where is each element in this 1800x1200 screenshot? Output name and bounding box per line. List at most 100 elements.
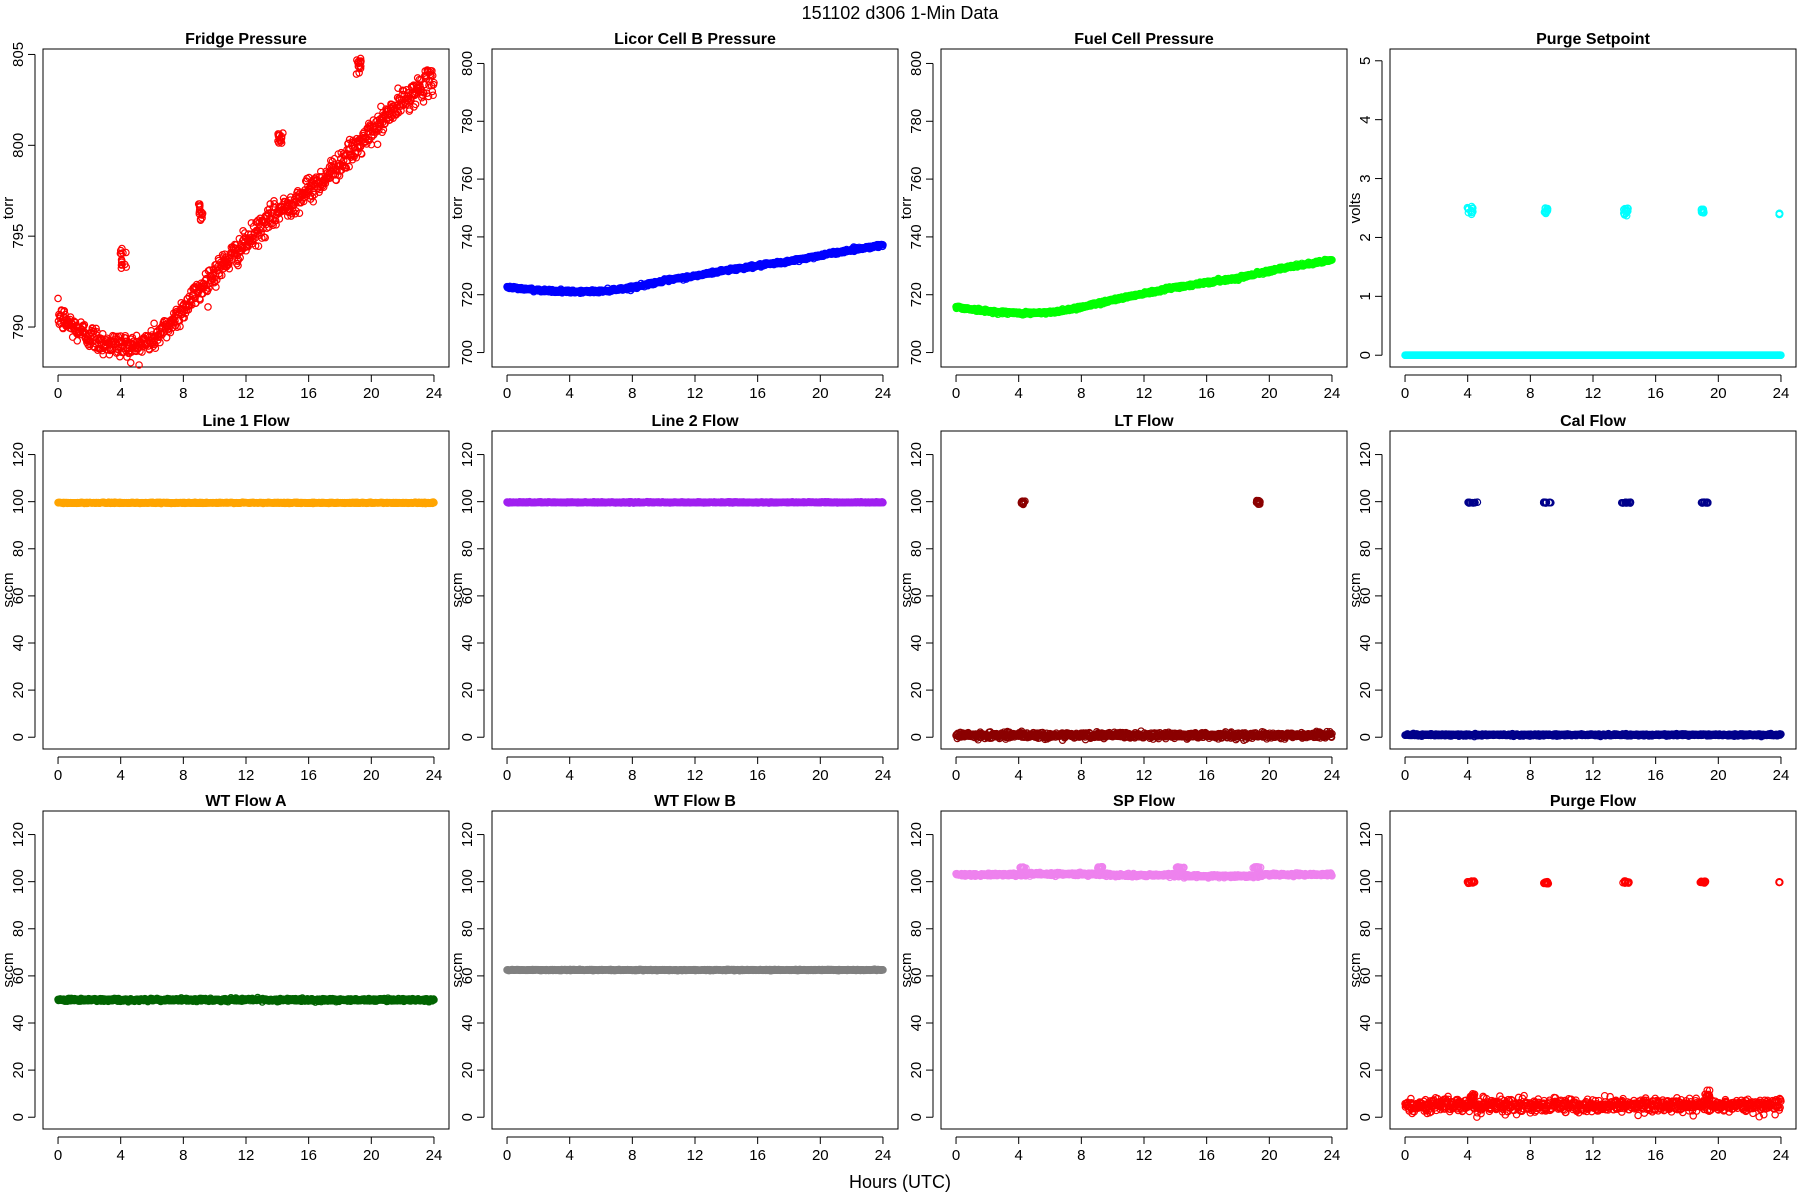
y-tick-label: 800 bbox=[908, 51, 925, 76]
y-tick-label: 0 bbox=[459, 733, 476, 741]
y-tick-label: 100 bbox=[10, 489, 27, 514]
data-points bbox=[54, 54, 438, 369]
y-tick-label: 80 bbox=[459, 540, 476, 557]
data-point bbox=[373, 140, 382, 149]
x-tick-label: 0 bbox=[952, 385, 960, 402]
data-point bbox=[126, 358, 135, 367]
data-point bbox=[271, 216, 280, 225]
data-point bbox=[405, 105, 414, 114]
x-tick-label: 24 bbox=[875, 767, 892, 784]
y-tick-label: 0 bbox=[10, 733, 27, 741]
x-tick-label: 0 bbox=[54, 767, 62, 784]
y-tick-label: 795 bbox=[10, 224, 27, 249]
data-point bbox=[277, 137, 285, 145]
data-point bbox=[151, 344, 160, 352]
x-tick-label: 8 bbox=[628, 385, 636, 402]
y-tick-label: 740 bbox=[908, 224, 925, 249]
x-tick-label: 16 bbox=[1198, 385, 1215, 402]
data-point bbox=[122, 263, 131, 271]
x-tick-label: 0 bbox=[503, 767, 511, 784]
x-tick-label: 8 bbox=[179, 767, 187, 784]
data-point bbox=[54, 294, 62, 303]
data-point bbox=[247, 219, 256, 227]
data-point bbox=[149, 342, 158, 351]
data-point bbox=[354, 57, 363, 66]
x-tick-label: 12 bbox=[238, 385, 255, 402]
y-tick-label: 2 bbox=[1357, 233, 1374, 241]
data-point bbox=[205, 284, 213, 293]
y-tick-label: 100 bbox=[459, 489, 476, 514]
y-tick-label: 700 bbox=[459, 340, 476, 365]
data-point bbox=[187, 301, 196, 309]
y-tick-label: 40 bbox=[459, 635, 476, 652]
data-point bbox=[430, 78, 438, 87]
plot-frame bbox=[491, 48, 899, 368]
plot-frame bbox=[42, 48, 450, 368]
x-tick-label: 24 bbox=[1773, 385, 1790, 402]
x-tick-label: 24 bbox=[1324, 385, 1341, 402]
x-tick-label: 0 bbox=[1401, 385, 1409, 402]
y-tick-label: 790 bbox=[10, 315, 27, 340]
data-point bbox=[166, 328, 175, 337]
data-point bbox=[180, 314, 188, 322]
data-point bbox=[295, 209, 304, 217]
data-point bbox=[156, 338, 164, 347]
panel-title: Fuel Cell Pressure bbox=[1074, 31, 1214, 48]
x-tick-label: 4 bbox=[1015, 385, 1023, 402]
data-point bbox=[339, 156, 348, 165]
y-tick-label: 805 bbox=[10, 42, 27, 67]
y-tick-label: 60 bbox=[459, 588, 476, 605]
x-tick-label: 20 bbox=[363, 385, 380, 402]
y-tick-label: 760 bbox=[908, 167, 925, 192]
data-point bbox=[308, 192, 317, 201]
x-tick-label: 16 bbox=[300, 767, 317, 784]
x-tick-label: 20 bbox=[1710, 385, 1727, 402]
x-tick-label: 4 bbox=[117, 385, 125, 402]
data-point bbox=[309, 197, 318, 206]
y-tick-label: 0 bbox=[1357, 351, 1374, 359]
data-point bbox=[428, 67, 436, 75]
data-point bbox=[217, 271, 226, 280]
data-point bbox=[212, 283, 220, 291]
data-point bbox=[176, 322, 184, 331]
y-tick-label: 800 bbox=[10, 133, 27, 158]
y-axis-label: torr bbox=[0, 197, 17, 220]
data-point bbox=[429, 91, 437, 100]
data-point bbox=[279, 194, 288, 203]
figure-x-axis-label: Hours (UTC) bbox=[849, 1172, 951, 1192]
x-tick-label: 8 bbox=[179, 385, 187, 402]
panel-title: Purge Setpoint bbox=[1536, 31, 1650, 48]
data-point bbox=[270, 197, 278, 205]
data-points bbox=[503, 240, 887, 297]
data-point bbox=[195, 200, 204, 208]
y-tick-label: 800 bbox=[459, 51, 476, 76]
y-tick-label: 4 bbox=[1357, 115, 1374, 123]
data-point bbox=[210, 277, 219, 286]
y-tick-label: 80 bbox=[10, 540, 27, 557]
y-tick-label: 760 bbox=[459, 167, 476, 192]
data-point bbox=[150, 319, 158, 328]
y-tick-label: 700 bbox=[908, 340, 925, 365]
data-point bbox=[274, 137, 282, 145]
y-tick-label: 20 bbox=[10, 682, 27, 699]
x-tick-label: 12 bbox=[1136, 385, 1153, 402]
y-tick-label: 20 bbox=[459, 682, 476, 699]
data-point bbox=[424, 92, 433, 101]
data-point bbox=[393, 107, 402, 116]
y-tick-label: 120 bbox=[10, 442, 27, 467]
data-point bbox=[405, 98, 413, 106]
x-tick-label: 20 bbox=[812, 385, 829, 402]
y-tick-label: 3 bbox=[1357, 174, 1374, 182]
data-point bbox=[138, 348, 146, 356]
data-point bbox=[117, 261, 126, 269]
data-point bbox=[345, 162, 353, 171]
data-point bbox=[60, 306, 69, 315]
data-point bbox=[277, 132, 286, 141]
data-points bbox=[54, 498, 438, 508]
y-tick-label: 720 bbox=[459, 282, 476, 307]
data-point bbox=[117, 258, 126, 267]
y-tick-label: 60 bbox=[10, 588, 27, 605]
